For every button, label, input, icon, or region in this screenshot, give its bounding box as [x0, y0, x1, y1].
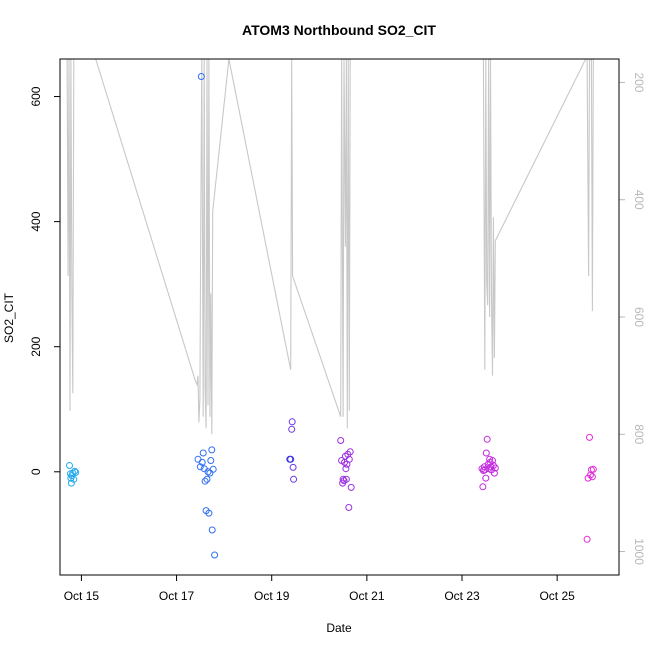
data-point — [288, 425, 296, 433]
y2-axis: 200 400 600 800 1000 — [619, 72, 646, 565]
data-point — [489, 457, 496, 464]
y-tick-label: 0 — [29, 468, 43, 475]
data-point — [208, 446, 216, 454]
data-point — [287, 455, 295, 463]
x-tick-label: Oct 25 — [539, 589, 575, 603]
data-point — [482, 474, 490, 482]
data-point — [290, 475, 298, 483]
data-point — [71, 467, 79, 475]
data-point — [588, 473, 596, 481]
data-point — [288, 418, 296, 426]
pressure-series — [66, 58, 594, 435]
data-point — [481, 466, 489, 474]
x-tick-label: Oct 21 — [349, 589, 385, 603]
data-point — [208, 526, 216, 534]
data-point — [589, 465, 597, 473]
data-point — [197, 73, 205, 80]
data-point — [342, 475, 350, 483]
x-axis: Oct 15 Oct 17 Oct 19 Oct 21 Oct 23 Oct 25 — [64, 575, 575, 603]
data-point — [346, 448, 354, 456]
x-tick-label: Oct 17 — [159, 589, 195, 603]
data-point — [586, 433, 593, 441]
x-tick-label: Oct 15 — [64, 589, 100, 603]
data-point — [201, 477, 209, 485]
data-point — [483, 435, 491, 443]
x-axis-label: Date — [326, 621, 352, 635]
y-tick-label: 200 — [29, 336, 43, 356]
data-point — [342, 465, 350, 473]
data-point — [211, 551, 219, 559]
data-point — [196, 463, 204, 471]
y-tick-label: 400 — [29, 211, 43, 231]
x-tick-label: Oct 19 — [254, 589, 290, 603]
data-point — [205, 509, 213, 517]
data-point — [490, 469, 498, 477]
data-point — [206, 469, 214, 477]
y2-tick-label: 800 — [632, 424, 646, 444]
data-point — [482, 449, 490, 457]
data-point — [72, 468, 80, 476]
y2-tick-label: 200 — [632, 72, 646, 92]
x-tick-label: Oct 23 — [444, 589, 480, 603]
data-point — [345, 455, 353, 463]
y2-tick-label: 600 — [632, 307, 646, 327]
data-point — [67, 479, 75, 487]
data-point — [337, 437, 345, 444]
data-point — [491, 464, 499, 472]
data-point — [347, 483, 355, 491]
pressure-line — [66, 58, 594, 435]
plot-frame — [59, 58, 620, 576]
data-point — [587, 471, 594, 479]
data-point — [203, 475, 211, 483]
data-point — [339, 475, 347, 483]
so2-series — [66, 73, 597, 559]
chart-title: ATOM3 Northbound SO2_CIT — [242, 22, 436, 38]
y-axis: 0 200 400 600 — [29, 86, 60, 475]
data-point — [198, 458, 206, 466]
y2-tick-label: 1000 — [632, 538, 646, 565]
y-tick-label: 600 — [29, 86, 43, 106]
data-point — [289, 463, 297, 471]
data-point — [194, 455, 202, 463]
data-point — [479, 483, 487, 491]
y-axis-label: SO2_CIT — [2, 292, 16, 343]
data-point — [70, 475, 78, 483]
data-point — [345, 504, 353, 511]
data-point — [66, 462, 73, 469]
data-point — [207, 457, 215, 464]
data-point — [583, 535, 591, 543]
data-point — [209, 465, 217, 473]
data-point — [199, 449, 207, 457]
y2-tick-label: 400 — [632, 190, 646, 210]
